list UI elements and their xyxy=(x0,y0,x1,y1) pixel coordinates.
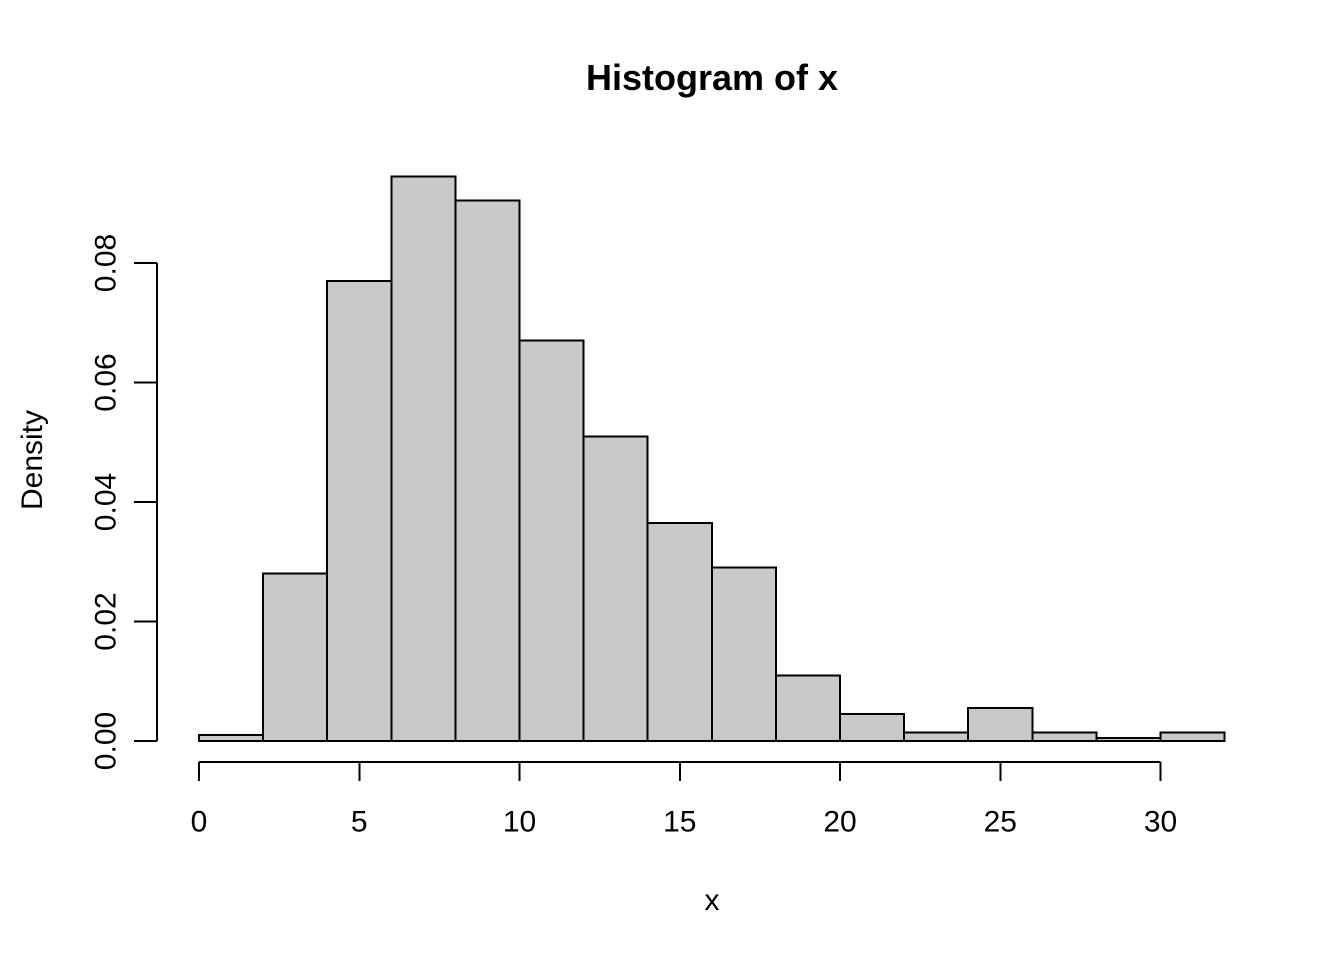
y-tick-label: 0.04 xyxy=(90,473,123,531)
histogram-bar xyxy=(646,521,713,742)
histogram-bar xyxy=(454,199,521,742)
y-tick-label: 0.06 xyxy=(90,353,123,411)
histogram-bar xyxy=(582,435,649,742)
histogram-bar xyxy=(518,339,585,742)
histogram-bar xyxy=(839,713,906,742)
histogram-bar xyxy=(326,279,393,742)
histogram-bar xyxy=(967,707,1034,743)
x-axis-label: x xyxy=(704,884,720,917)
histogram-bar xyxy=(390,175,457,743)
histogram-bar xyxy=(1095,737,1162,743)
histogram-bar xyxy=(903,731,970,743)
x-tick-label: 0 xyxy=(191,806,208,839)
histogram-bar xyxy=(1031,731,1098,743)
x-tick-label: 10 xyxy=(503,806,536,839)
y-tick-label: 0.02 xyxy=(90,592,123,650)
x-tick-label: 30 xyxy=(1144,806,1177,839)
histogram-bar xyxy=(774,674,842,743)
y-tick-label: 0.08 xyxy=(90,234,123,292)
chart-title: Histogram of x xyxy=(585,57,839,98)
x-tick-label: 25 xyxy=(984,806,1017,839)
histogram-bar xyxy=(262,572,329,743)
histogram-bar xyxy=(198,734,265,743)
histogram-bar xyxy=(1159,731,1226,743)
x-tick-label: 5 xyxy=(351,806,368,839)
histogram-bar xyxy=(710,566,777,742)
x-tick-label: 15 xyxy=(663,806,696,839)
x-tick-label: 20 xyxy=(823,806,856,839)
y-tick-label: 0.00 xyxy=(90,712,123,770)
